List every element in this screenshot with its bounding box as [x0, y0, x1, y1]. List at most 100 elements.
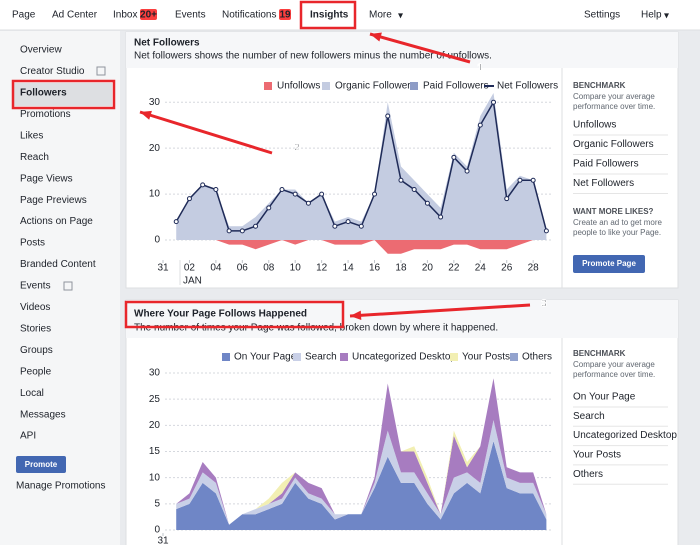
benchmark-item[interactable]: Search — [573, 411, 605, 422]
net-point — [200, 182, 206, 188]
legend-label: Unfollows — [277, 81, 320, 92]
net-point — [504, 196, 510, 202]
net-point — [345, 219, 351, 225]
benchmark-item[interactable]: Others — [573, 469, 603, 480]
nav-item[interactable]: Events — [175, 10, 206, 21]
promo-heading: WANT MORE LIKES? — [573, 207, 654, 216]
benchmark-panel: BENCHMARK Compare your average performan… — [573, 81, 677, 112]
x-tick-label: 31 — [157, 536, 169, 545]
sidebar-item[interactable]: API — [20, 431, 36, 442]
x-tick-label: 22 — [448, 263, 460, 274]
sidebar-item[interactable]: Overview — [20, 45, 62, 56]
nav-item[interactable]: Inbox — [113, 10, 137, 21]
x-tick-label: 24 — [475, 263, 487, 274]
benchmark-item[interactable]: On Your Page — [573, 392, 636, 403]
dropdown-caret: ▾ — [664, 11, 669, 22]
sidebar-item[interactable]: People — [20, 366, 52, 377]
sidebar-item[interactable]: Actions on Page — [20, 216, 93, 227]
highlight-box — [299, 0, 357, 30]
net-point — [279, 186, 285, 192]
net-point — [358, 223, 364, 229]
promote-page-button[interactable]: Promote Page — [573, 255, 645, 273]
month-label: JAN — [183, 276, 202, 287]
x-tick-label: 12 — [316, 263, 328, 274]
net-point — [253, 223, 259, 229]
legend-label: Organic Followers — [335, 81, 416, 92]
nav-item[interactable]: Help — [641, 10, 662, 21]
nav-item[interactable]: Ad Center — [52, 10, 98, 21]
nav-item[interactable]: Insights — [310, 10, 349, 21]
organic-area — [176, 93, 547, 241]
sidebar-item[interactable]: Events — [20, 281, 51, 292]
net-point — [292, 191, 298, 197]
y-tick-label: 20 — [149, 420, 161, 431]
benchmark-item[interactable]: Organic Followers — [573, 139, 654, 150]
sidebar-item[interactable]: Stories — [20, 323, 51, 334]
sidebar-item[interactable]: Local — [20, 388, 44, 399]
benchmark-panel: BENCHMARK Compare your average performan… — [573, 349, 677, 380]
sidebar-item[interactable]: Followers — [20, 88, 67, 99]
nav-item[interactable]: More — [369, 10, 392, 21]
sidebar-item[interactable]: Likes — [20, 130, 43, 141]
card-header — [126, 300, 678, 338]
net-point — [385, 113, 391, 119]
manage-promotions[interactable]: Manage Promotions — [16, 481, 106, 492]
sidebar-item[interactable]: Page Previews — [20, 195, 87, 206]
inbox-badge: 20+ — [140, 10, 157, 21]
arrow-head — [140, 110, 152, 120]
notifications-badge: 19 — [279, 10, 291, 21]
legend-swatch — [264, 82, 272, 90]
dropdown-caret: ▾ — [398, 11, 403, 22]
card-subtitle: Net followers shows the number of new fo… — [134, 51, 492, 62]
net-point — [530, 177, 536, 183]
y-tick-label: 20 — [149, 143, 161, 154]
benchmark-item[interactable]: Unfollows — [573, 120, 616, 131]
benchmark-description: Compare your average performance over ti… — [573, 360, 656, 379]
sidebar-item[interactable]: Videos — [20, 302, 50, 313]
y-tick-label: 30 — [149, 97, 161, 108]
x-tick-label: 26 — [501, 263, 513, 274]
benchmark-heading: BENCHMARK — [573, 81, 626, 90]
nav-item[interactable]: Notifications — [222, 10, 276, 21]
net-point — [543, 228, 549, 234]
benchmark-item[interactable]: Paid Followers — [573, 159, 639, 170]
net-point — [213, 186, 219, 192]
stacked-area — [176, 441, 547, 530]
x-tick-label: 20 — [422, 263, 434, 274]
benchmark-description: Compare your average performance over ti… — [573, 92, 656, 111]
annotation-number: 1 — [477, 63, 483, 74]
sidebar-item[interactable]: Posts — [20, 238, 45, 249]
promote-button[interactable]: Promote — [16, 456, 66, 473]
net-point — [398, 177, 404, 183]
x-tick-label: 14 — [343, 263, 355, 274]
sidebar-item[interactable]: Messages — [20, 409, 66, 420]
legend-label: Your Posts — [462, 352, 510, 363]
expand-icon — [96, 66, 106, 76]
net-point — [517, 177, 523, 183]
sidebar-item[interactable]: Branded Content — [20, 259, 96, 270]
sidebar-item[interactable]: Page Views — [20, 173, 73, 184]
expand-icon — [63, 281, 73, 291]
card-header — [126, 32, 678, 68]
benchmark-item[interactable]: Net Followers — [573, 178, 634, 189]
highlight-box — [11, 79, 116, 110]
legend-swatch — [322, 82, 330, 90]
benchmark-item[interactable]: Your Posts — [573, 450, 621, 461]
sidebar-item[interactable]: Creator Studio — [20, 66, 85, 77]
net-point — [186, 196, 192, 202]
y-tick-label: 5 — [154, 498, 160, 509]
nav-item[interactable]: Page — [12, 10, 36, 21]
x-tick-label: 04 — [210, 263, 222, 274]
nav-item[interactable]: Settings — [584, 10, 620, 21]
promo-text: Create an ad to get more people to like … — [573, 218, 662, 237]
arrow-head — [350, 310, 362, 320]
sidebar-item[interactable]: Groups — [20, 345, 53, 356]
legend-swatch — [340, 353, 348, 361]
sidebar-item[interactable]: Promotions — [20, 109, 71, 120]
benchmark-item[interactable]: Uncategorized Desktop — [573, 430, 677, 441]
net-point — [451, 154, 457, 160]
y-tick-label: 10 — [149, 189, 161, 200]
sidebar-item[interactable]: Reach — [20, 152, 49, 163]
legend-label: Search — [305, 352, 337, 363]
x-tick-label: 28 — [528, 263, 540, 274]
